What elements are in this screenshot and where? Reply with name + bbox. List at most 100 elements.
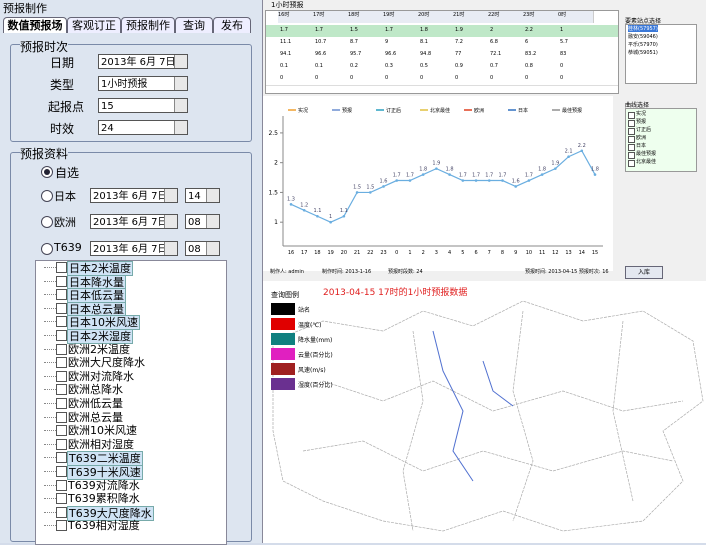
tab[interactable]: 客观订正 <box>67 17 121 33</box>
point <box>448 173 451 176</box>
map-title: 2013-04-15 17时的1小时预报数据 <box>323 286 467 298</box>
tree-branch <box>44 403 56 404</box>
tree-item[interactable]: 日本10米风速 <box>36 315 226 331</box>
curve-checkbox[interactable] <box>628 160 635 167</box>
tree-label: 欧洲2米温度 <box>68 342 130 356</box>
save-button[interactable]: 入库 <box>625 266 663 279</box>
date-select[interactable]: 2013年 6月 7日 <box>90 188 178 203</box>
data-label: 1.6 <box>512 178 520 184</box>
tree-item[interactable]: 欧洲对流降水 <box>36 370 226 383</box>
hour-select[interactable]: 08 <box>185 241 220 256</box>
tree-item[interactable]: 日本2米湿度 <box>36 329 226 344</box>
data-label: 2.2 <box>578 143 586 149</box>
table-cell: 0 <box>280 75 284 81</box>
footer-text: 制作时间: 2013-1-16 <box>322 269 372 275</box>
tree-branch <box>44 430 56 432</box>
point <box>435 167 438 170</box>
date-select[interactable]: 2013年 6月 7日 <box>90 241 178 256</box>
legend-label: 最佳预报 <box>562 107 582 114</box>
radio[interactable] <box>41 190 53 202</box>
tree-item[interactable]: 日本2米温度 <box>36 261 226 276</box>
radio-label: 欧洲 <box>54 216 76 229</box>
tree-item[interactable]: 欧洲10米风速 <box>36 424 226 437</box>
point <box>395 179 399 182</box>
point <box>554 167 557 170</box>
station-item[interactable]: 融安(59046) <box>628 34 658 40</box>
tree-item[interactable]: 日本总云量 <box>36 301 226 317</box>
point <box>514 185 517 188</box>
tree-item[interactable]: T639相对湿度 <box>36 519 226 532</box>
tab[interactable]: 发布 <box>213 17 251 33</box>
tree-branch <box>44 457 56 459</box>
tree-item[interactable]: T639大尺度降水 <box>36 505 226 521</box>
tree-item[interactable]: 欧洲2米温度 <box>36 343 226 356</box>
map-legend-title: 查询图例 <box>271 290 299 299</box>
aging-select[interactable]: 24 <box>98 120 188 135</box>
table-cell: 2 <box>490 27 494 33</box>
start-select[interactable]: 15 <box>98 98 188 113</box>
curve-checkbox[interactable] <box>628 152 635 159</box>
radio-label: T639 <box>54 241 82 254</box>
tree-item[interactable]: 欧洲低云量 <box>36 397 226 410</box>
radio[interactable] <box>41 243 53 255</box>
hour-select[interactable]: 14 <box>185 188 220 203</box>
tree-item[interactable]: T639累积降水 <box>36 492 226 505</box>
tree-item[interactable]: T639对流降水 <box>36 479 226 492</box>
type-select[interactable]: 1小时预报 <box>98 76 188 91</box>
tree-label: 欧洲10米风速 <box>68 424 137 438</box>
point <box>355 191 359 194</box>
tab[interactable]: 预报制作 <box>121 17 175 33</box>
checkbox <box>56 316 67 328</box>
tree-label: 日本总云量 <box>67 301 126 317</box>
table-cell: 0.2 <box>350 63 358 69</box>
table-cell: 77 <box>455 51 462 57</box>
data-label: 1 <box>329 214 332 220</box>
tree-item[interactable]: T639二米温度 <box>36 451 226 467</box>
x-tick-label: 9 <box>514 250 517 256</box>
curve-checkbox[interactable] <box>628 144 635 151</box>
data-label: 1.5 <box>366 184 374 190</box>
x-tick-label: 4 <box>448 250 451 256</box>
y-tick-label: 1.5 <box>268 189 278 196</box>
table-cell: 5.7 <box>560 39 568 45</box>
point <box>342 214 346 218</box>
radio-selected[interactable] <box>41 166 53 178</box>
station-item[interactable]: 桂林(57957) <box>628 25 658 32</box>
tree-item[interactable]: 日本低云量 <box>36 288 226 304</box>
curve-checkbox[interactable] <box>628 120 635 127</box>
curve-checkbox[interactable] <box>628 112 635 119</box>
radio[interactable] <box>41 216 53 228</box>
curve-checkbox[interactable] <box>628 136 635 143</box>
tree-item[interactable]: 欧洲总云量 <box>36 411 226 424</box>
date-select[interactable]: 2013年 6月 7日 <box>98 54 188 69</box>
tree-label: 欧洲相对湿度 <box>68 437 134 451</box>
tree-item[interactable]: 欧洲大尺度降水 <box>36 356 226 369</box>
x-tick-label: 15 <box>592 250 598 256</box>
curve-checkbox[interactable] <box>628 128 635 135</box>
tree-item[interactable]: 欧洲相对湿度 <box>36 438 226 451</box>
tab[interactable]: 查询 <box>175 17 213 33</box>
y-tick-label: 1 <box>274 219 278 226</box>
hour-select[interactable]: 08 <box>185 214 220 229</box>
tree-item[interactable]: 欧洲总降水 <box>36 383 226 396</box>
x-tick-label: 11 <box>539 250 545 256</box>
group-title: 预报时次 <box>20 38 69 55</box>
point <box>302 208 306 212</box>
data-label: 1.1 <box>340 208 348 214</box>
tree-item[interactable]: 日本降水量 <box>36 274 226 290</box>
table-cell: 0 <box>560 75 564 81</box>
date-select[interactable]: 2013年 6月 7日 <box>90 214 178 229</box>
station-list: 桂林(57957) 融安(59046) 平乐(57970) 恭城(59051) <box>625 24 697 84</box>
data-label: 1.2 <box>300 202 308 208</box>
table-header: 21时 <box>453 11 489 23</box>
tree-item[interactable]: T639十米风速 <box>36 465 226 480</box>
table-cell: 0.3 <box>385 63 393 69</box>
data-label: 1.7 <box>393 173 401 179</box>
station-item[interactable]: 平乐(57970) <box>628 42 658 48</box>
row-band <box>266 73 618 86</box>
table-cell: 9 <box>385 39 389 45</box>
data-label: 1.7 <box>499 173 507 179</box>
tab[interactable]: 数值预报场 <box>3 17 67 33</box>
station-item[interactable]: 恭城(59051) <box>628 50 658 56</box>
